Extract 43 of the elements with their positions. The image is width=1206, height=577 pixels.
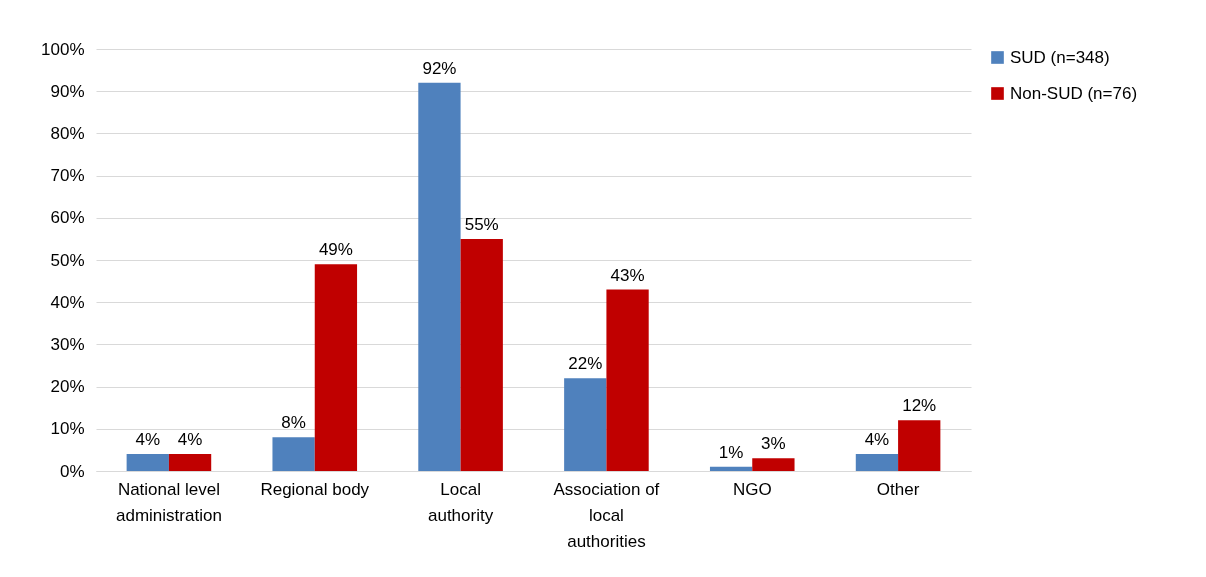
y-tick-label: 40%	[50, 292, 85, 312]
data-label: 43%	[610, 265, 645, 285]
bar	[564, 378, 607, 471]
y-tick-label: 100%	[41, 39, 85, 59]
bar	[898, 420, 941, 471]
y-tick-label: 70%	[50, 166, 85, 186]
x-tick-label: Local authority	[427, 479, 494, 525]
y-tick-label: 30%	[50, 334, 85, 354]
y-tick-label: 60%	[50, 208, 85, 228]
bar	[272, 437, 315, 471]
legend-label: SUD (n=348)	[1010, 47, 1110, 67]
bar	[314, 264, 358, 471]
bar	[606, 289, 649, 471]
x-tick-label: Regional body	[260, 479, 370, 499]
data-label: 49%	[318, 240, 353, 260]
data-label: 4%	[135, 430, 161, 450]
data-label: 92%	[422, 58, 457, 78]
bar	[709, 466, 753, 471]
data-label: 4%	[177, 430, 203, 450]
data-label: 3%	[761, 434, 786, 454]
y-tick-label: 90%	[50, 81, 85, 101]
bar	[752, 458, 795, 471]
data-label: 22%	[568, 354, 603, 374]
y-tick-label: 0%	[59, 461, 85, 481]
bar	[855, 454, 899, 471]
x-tick-label: National level administration	[116, 479, 222, 525]
x-tick-label: Other	[876, 479, 920, 499]
bar	[460, 238, 503, 471]
bar	[126, 454, 169, 471]
legend-label: Non-SUD (n=76)	[1010, 83, 1138, 103]
y-tick-label: 10%	[50, 419, 85, 439]
data-label: 4%	[864, 430, 890, 450]
x-tick-label: NGO	[732, 479, 772, 499]
bar	[168, 454, 212, 471]
y-tick-label: 80%	[50, 123, 85, 143]
data-label: 55%	[464, 214, 499, 234]
data-label: 8%	[281, 413, 306, 433]
x-tick-label: Association of local authorities	[553, 479, 660, 551]
data-label: 12%	[902, 396, 937, 416]
bar	[418, 82, 461, 471]
y-tick-label: 20%	[50, 377, 85, 397]
y-tick-label: 50%	[50, 250, 85, 270]
data-label: 1%	[718, 442, 744, 462]
